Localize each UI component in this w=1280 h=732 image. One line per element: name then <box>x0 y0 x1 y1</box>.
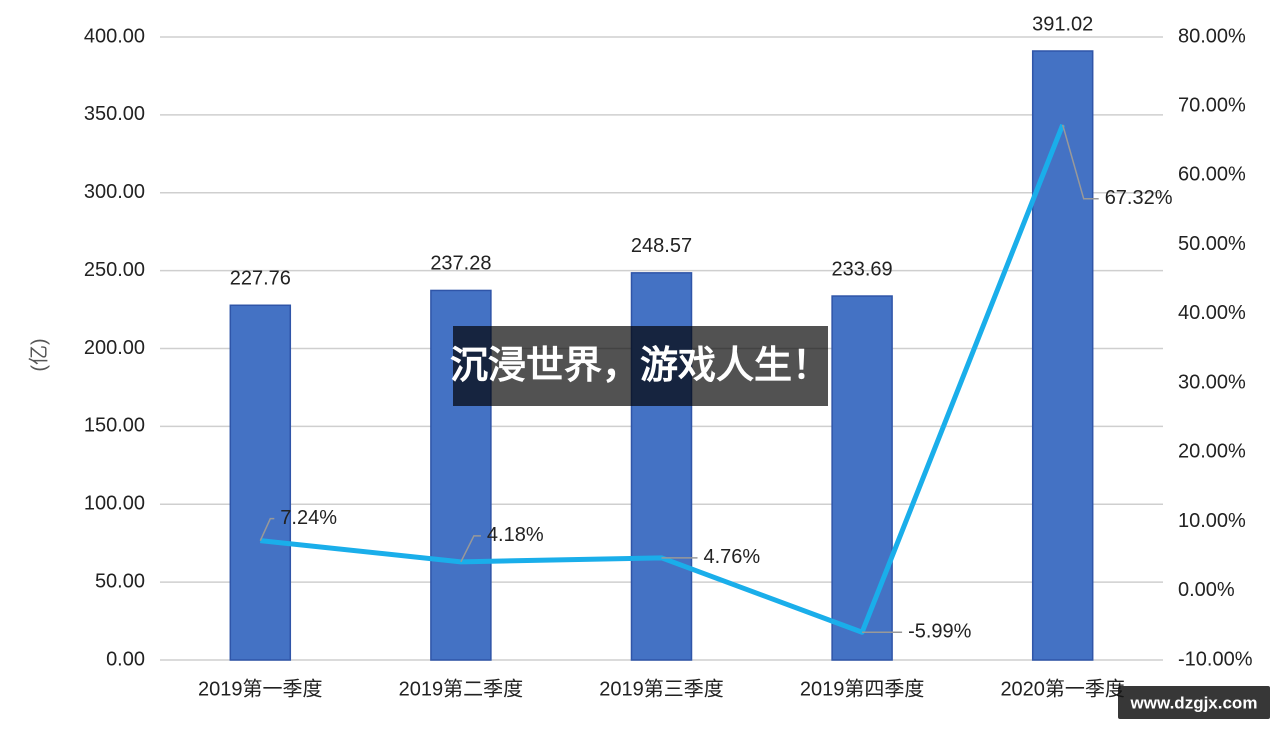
leader-line <box>1061 124 1099 200</box>
bar <box>229 304 292 661</box>
bar <box>831 295 893 661</box>
data-label: 4.18% <box>487 524 544 546</box>
leader-line <box>460 535 481 563</box>
data-label: 237.28 <box>430 253 491 275</box>
x-tick-label: 2019第二季度 <box>399 677 524 700</box>
banner-text: 沉浸世界，游戏人生！ <box>450 345 830 387</box>
data-label: 7.24% <box>280 507 337 529</box>
y-tick-label: 200.00 <box>84 337 145 359</box>
x-tick-label: 2019第四季度 <box>800 677 925 700</box>
y2-tick-label: 80.00% <box>1178 25 1246 47</box>
y2-tick-label: 0.00% <box>1178 579 1235 601</box>
y-tick-label: 350.00 <box>84 103 145 125</box>
watermark-bg <box>1118 686 1270 719</box>
y-axis-label: (亿) <box>27 338 50 371</box>
data-label: 248.57 <box>631 235 692 257</box>
x-tick-label: 2019第一季度 <box>198 677 323 700</box>
data-label: 67.32% <box>1105 187 1173 209</box>
y2-tick-label: 60.00% <box>1178 164 1246 186</box>
leader-line <box>259 517 275 541</box>
y-tick-label: 250.00 <box>84 259 145 281</box>
y2-tick-label: 20.00% <box>1178 441 1246 463</box>
data-label: 233.69 <box>832 258 893 280</box>
y-tick-label: 0.00 <box>106 648 145 670</box>
y2-tick-label: 50.00% <box>1178 233 1246 255</box>
y-tick-label: 150.00 <box>84 415 145 437</box>
bar <box>1031 50 1094 661</box>
y2-tick-label: 10.00% <box>1178 510 1246 532</box>
y2-tick-label: 40.00% <box>1178 302 1246 324</box>
watermark: www.dzgjx.com <box>1130 693 1258 712</box>
y-tick-label: 300.00 <box>84 181 145 203</box>
data-label: 391.02 <box>1032 13 1093 35</box>
x-tick-label: 2020第一季度 <box>1000 677 1125 700</box>
y-tick-label: 50.00 <box>95 570 145 592</box>
y-tick-label: 400.00 <box>84 25 145 47</box>
y-tick-label: 100.00 <box>84 493 145 515</box>
banner-bg <box>453 326 828 406</box>
data-label: 4.76% <box>704 546 761 568</box>
x-tick-label: 2019第三季度 <box>599 677 724 700</box>
y2-tick-label: 30.00% <box>1178 371 1246 393</box>
data-label: 227.76 <box>230 268 291 290</box>
y2-tick-label: 70.00% <box>1178 95 1246 117</box>
data-label: -5.99% <box>908 621 972 643</box>
y2-tick-label: -10.00% <box>1178 648 1253 670</box>
